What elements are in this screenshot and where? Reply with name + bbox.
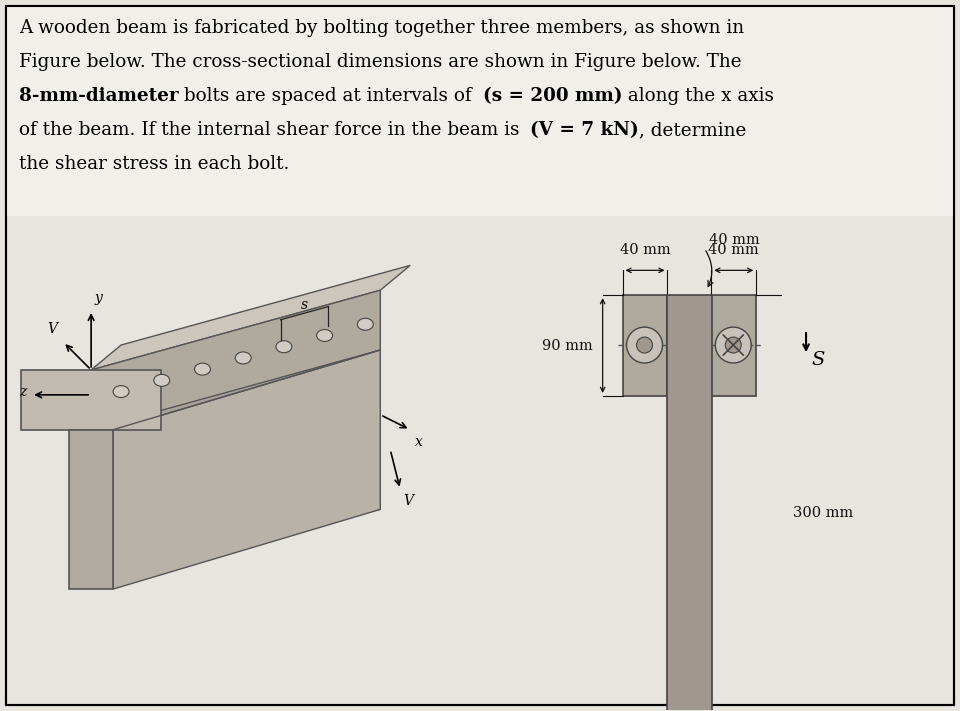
Text: 40 mm: 40 mm <box>708 243 759 257</box>
Text: , determine: , determine <box>638 121 746 139</box>
Text: 40 mm: 40 mm <box>709 233 760 247</box>
Polygon shape <box>121 350 380 565</box>
Text: 40 mm: 40 mm <box>619 243 670 257</box>
Ellipse shape <box>113 385 129 397</box>
Text: V: V <box>47 322 58 336</box>
Text: s: s <box>300 298 308 311</box>
Text: S: S <box>811 351 825 369</box>
Text: x: x <box>415 434 423 449</box>
Text: 90 mm: 90 mm <box>542 338 592 353</box>
Bar <box>7 6 953 215</box>
Bar <box>711 295 756 396</box>
Text: of the beam. If the internal shear force in the beam is: of the beam. If the internal shear force… <box>19 121 532 139</box>
Text: y: y <box>94 292 102 305</box>
Ellipse shape <box>235 352 252 364</box>
Polygon shape <box>113 350 380 589</box>
Text: (s = 200 mm): (s = 200 mm) <box>483 87 622 105</box>
Polygon shape <box>21 370 161 429</box>
Text: (V = 7 kN): (V = 7 kN) <box>530 121 638 139</box>
Polygon shape <box>91 265 410 370</box>
Text: bolts are spaced at intervals of: bolts are spaced at intervals of <box>179 87 484 105</box>
Ellipse shape <box>317 329 332 341</box>
Text: V: V <box>403 494 413 508</box>
Circle shape <box>627 327 662 363</box>
Circle shape <box>715 327 752 363</box>
Text: 300 mm: 300 mm <box>793 506 853 520</box>
Bar <box>623 295 667 396</box>
Ellipse shape <box>154 375 170 386</box>
Ellipse shape <box>195 363 210 375</box>
Text: Figure below. The cross-sectional dimensions are shown in Figure below. The: Figure below. The cross-sectional dimens… <box>19 53 742 71</box>
Polygon shape <box>69 429 113 589</box>
Ellipse shape <box>276 341 292 353</box>
Bar <box>667 295 712 711</box>
Text: 8-mm-diameter: 8-mm-diameter <box>19 87 179 105</box>
Text: the shear stress in each bolt.: the shear stress in each bolt. <box>19 155 290 173</box>
Circle shape <box>726 337 741 353</box>
Circle shape <box>636 337 653 353</box>
Text: A wooden beam is fabricated by bolting together three members, as shown in: A wooden beam is fabricated by bolting t… <box>19 19 744 37</box>
Polygon shape <box>91 290 380 429</box>
Ellipse shape <box>357 319 373 330</box>
Text: z: z <box>19 385 26 399</box>
Text: along the x axis: along the x axis <box>622 87 774 105</box>
